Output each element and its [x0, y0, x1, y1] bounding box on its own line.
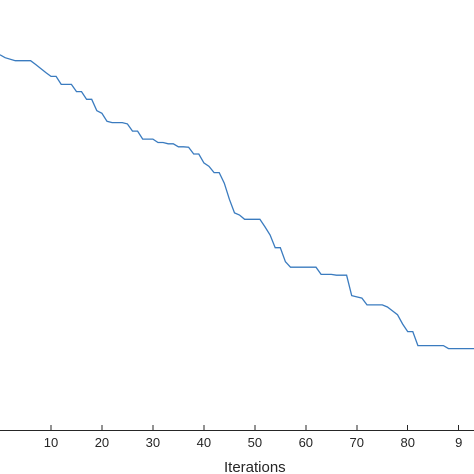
x-tick-label: 70: [350, 435, 364, 450]
x-axis-title: Iterations: [224, 459, 286, 474]
x-tick-label: 20: [95, 435, 109, 450]
x-tick-label: 30: [146, 435, 160, 450]
x-tick-label: 50: [248, 435, 262, 450]
x-tick-label: 60: [299, 435, 313, 450]
x-ticks: 10 20 30 40 50 60 70 80 9: [44, 425, 462, 450]
series-lines: [0, 54, 474, 350]
series-line: [0, 54, 474, 350]
x-tick-label: 80: [401, 435, 415, 450]
x-tick-label: 10: [44, 435, 58, 450]
x-tick-label: 40: [197, 435, 211, 450]
x-tick-label: 9: [455, 435, 462, 450]
